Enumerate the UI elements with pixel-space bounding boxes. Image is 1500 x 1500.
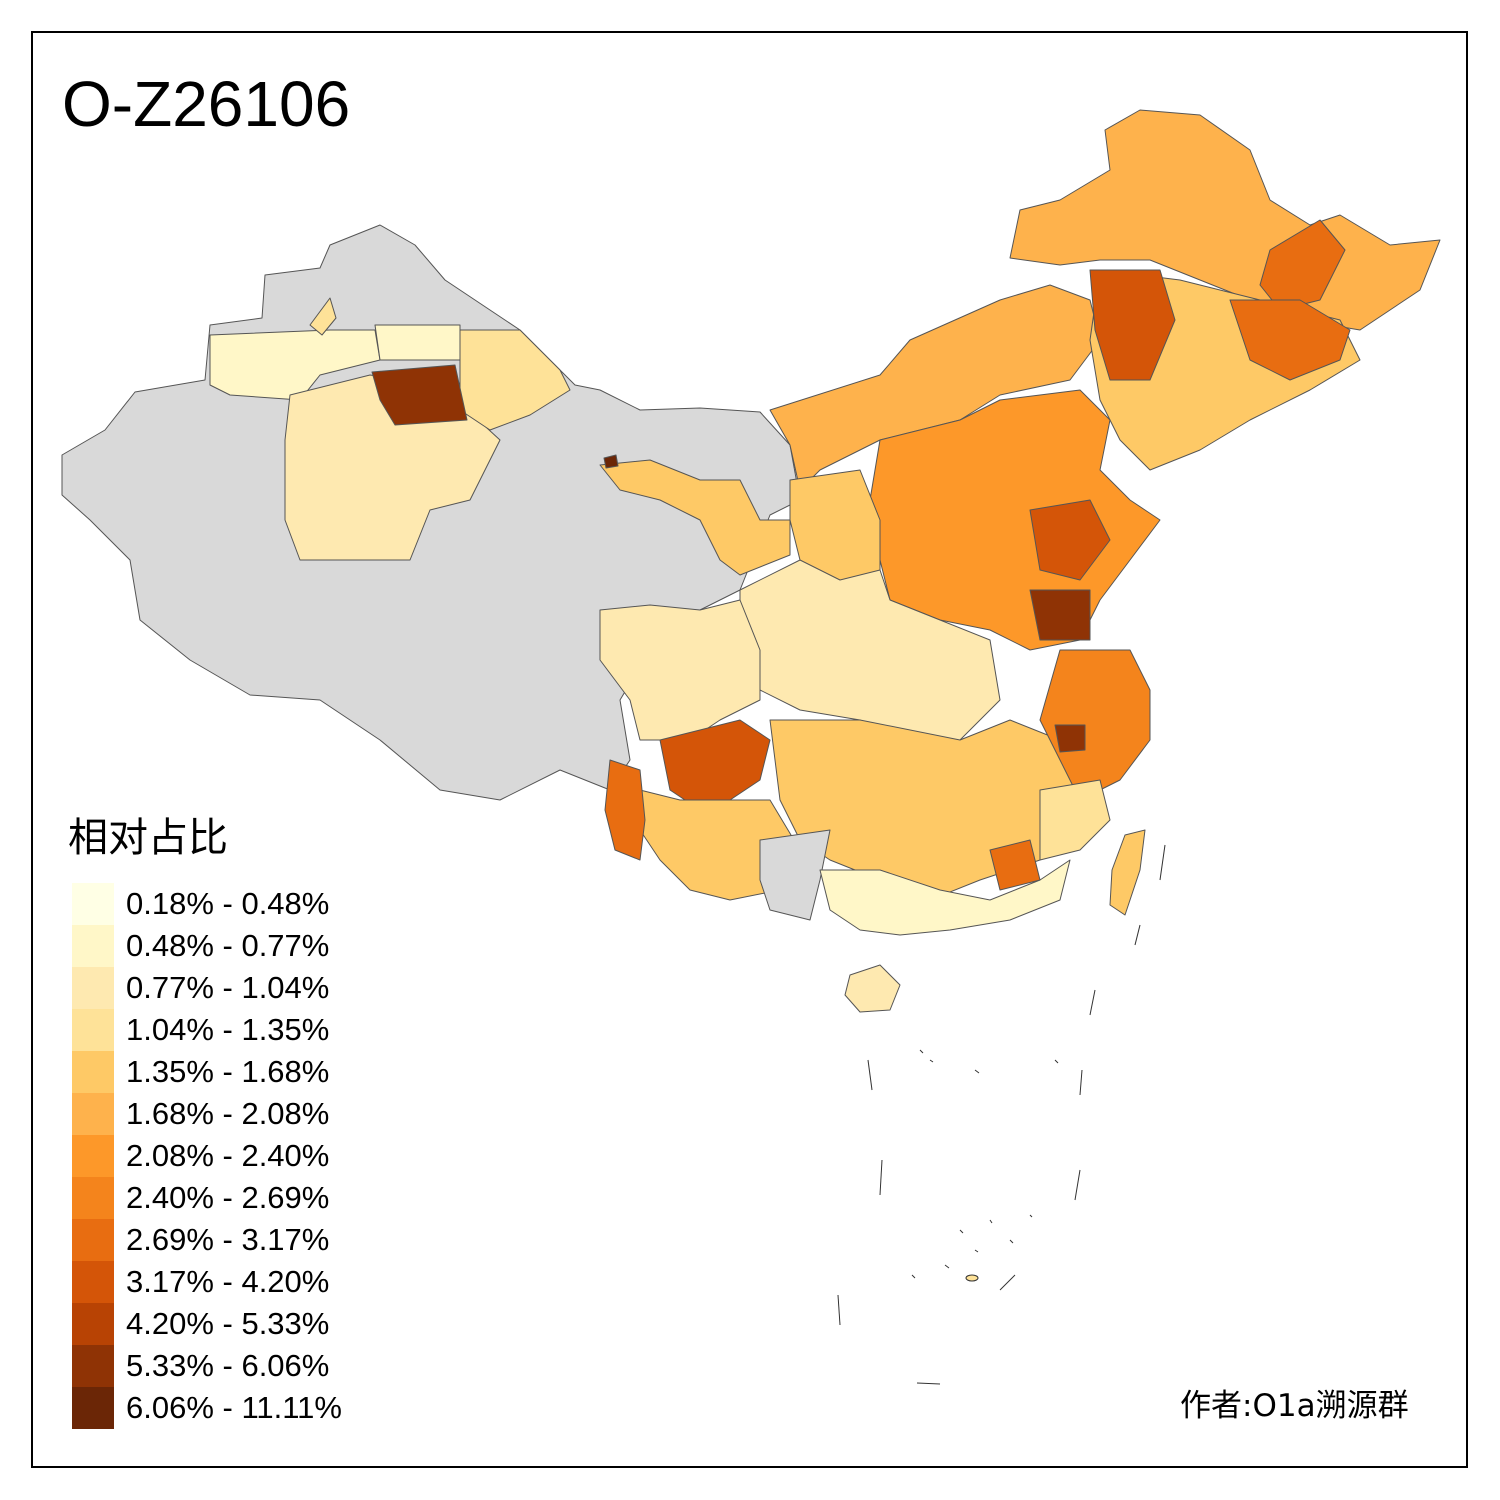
legend-item: 5.33% - 6.06% bbox=[72, 1345, 392, 1387]
legend-item: 2.40% - 2.69% bbox=[72, 1177, 392, 1219]
region-taiwan bbox=[1109, 829, 1146, 916]
south-china-sea-islands bbox=[837, 844, 1166, 1385]
legend-item: 4.20% - 5.33% bbox=[72, 1303, 392, 1345]
legend-label: 0.48% - 0.77% bbox=[126, 928, 330, 963]
legend-swatch bbox=[72, 1135, 114, 1177]
region-xinjiang-west bbox=[209, 329, 381, 401]
legend-label: 1.68% - 2.08% bbox=[126, 1096, 330, 1131]
legend-swatch bbox=[72, 1051, 114, 1093]
legend-swatch bbox=[72, 1219, 114, 1261]
legend-item: 0.77% - 1.04% bbox=[72, 967, 392, 1009]
legend-label: 6.06% - 11.11% bbox=[126, 1390, 342, 1425]
legend-item: 1.35% - 1.68% bbox=[72, 1051, 392, 1093]
region-xinjiang-small bbox=[309, 297, 337, 336]
legend-swatch bbox=[72, 883, 114, 925]
region-guangdong bbox=[819, 859, 1071, 936]
legend-swatch bbox=[72, 1387, 114, 1429]
region-guangxi-grey bbox=[759, 829, 831, 921]
legend-label: 2.40% - 2.69% bbox=[126, 1180, 330, 1215]
region-jiangsu-dark bbox=[1029, 589, 1091, 641]
author-credit: 作者:O1a溯源群 bbox=[1180, 1388, 1409, 1424]
region-liaoning-dark bbox=[1089, 269, 1176, 381]
legend-item: 6.06% - 11.11% bbox=[72, 1387, 392, 1429]
legend-swatch bbox=[72, 1093, 114, 1135]
legend-item: 0.48% - 0.77% bbox=[72, 925, 392, 967]
legend-swatch bbox=[72, 1303, 114, 1345]
legend-label: 3.17% - 4.20% bbox=[126, 1264, 330, 1299]
map-title: O-Z26106 bbox=[62, 68, 351, 140]
region-gansu bbox=[599, 459, 791, 576]
region-fujian bbox=[1039, 779, 1111, 861]
legend: 0.18% - 0.48% 0.48% - 0.77% 0.77% - 1.04% 1… bbox=[72, 883, 392, 1429]
legend-label: 4.20% - 5.33% bbox=[126, 1306, 330, 1341]
legend-label: 2.69% - 3.17% bbox=[126, 1222, 330, 1257]
legend-item: 2.69% - 3.17% bbox=[72, 1219, 392, 1261]
legend-swatch bbox=[72, 1345, 114, 1387]
legend-swatch bbox=[72, 967, 114, 1009]
region-zhejiang-dark bbox=[1054, 724, 1086, 753]
legend-label: 2.08% - 2.40% bbox=[126, 1138, 330, 1173]
region-shaanxi bbox=[789, 469, 881, 581]
legend-label: 1.04% - 1.35% bbox=[126, 1012, 330, 1047]
legend-item: 0.18% - 0.48% bbox=[72, 883, 392, 925]
region-xinjiang-dark bbox=[371, 364, 468, 426]
legend-swatch bbox=[72, 1177, 114, 1219]
region-north-china bbox=[869, 389, 1161, 651]
legend-item: 1.68% - 2.08% bbox=[72, 1093, 392, 1135]
region-yunnan-dark bbox=[659, 719, 771, 811]
legend-swatch bbox=[72, 1009, 114, 1051]
legend-item: 3.17% - 4.20% bbox=[72, 1261, 392, 1303]
region-gansu-spot bbox=[603, 454, 619, 469]
legend-label: 5.33% - 6.06% bbox=[126, 1348, 330, 1383]
region-hainan bbox=[844, 964, 901, 1013]
legend-title: 相对占比 bbox=[68, 815, 228, 861]
legend-item: 2.08% - 2.40% bbox=[72, 1135, 392, 1177]
legend-swatch bbox=[72, 925, 114, 967]
region-shandong-dark bbox=[1029, 499, 1111, 581]
region-xinjiang-north bbox=[374, 324, 461, 361]
region-jilin-orange bbox=[1229, 299, 1351, 381]
legend-label: 1.35% - 1.68% bbox=[126, 1054, 330, 1089]
region-central-china bbox=[739, 559, 1001, 741]
region-heilongjiang-dark bbox=[1259, 219, 1346, 311]
region-sichuan bbox=[599, 599, 761, 741]
region-east-coast bbox=[1039, 649, 1151, 801]
legend-item: 1.04% - 1.35% bbox=[72, 1009, 392, 1051]
legend-label: 0.18% - 0.48% bbox=[126, 886, 330, 921]
legend-label: 0.77% - 1.04% bbox=[126, 970, 330, 1005]
legend-swatch bbox=[72, 1261, 114, 1303]
region-guangdong-orange bbox=[989, 839, 1041, 891]
region-yunnan-west bbox=[604, 759, 646, 861]
